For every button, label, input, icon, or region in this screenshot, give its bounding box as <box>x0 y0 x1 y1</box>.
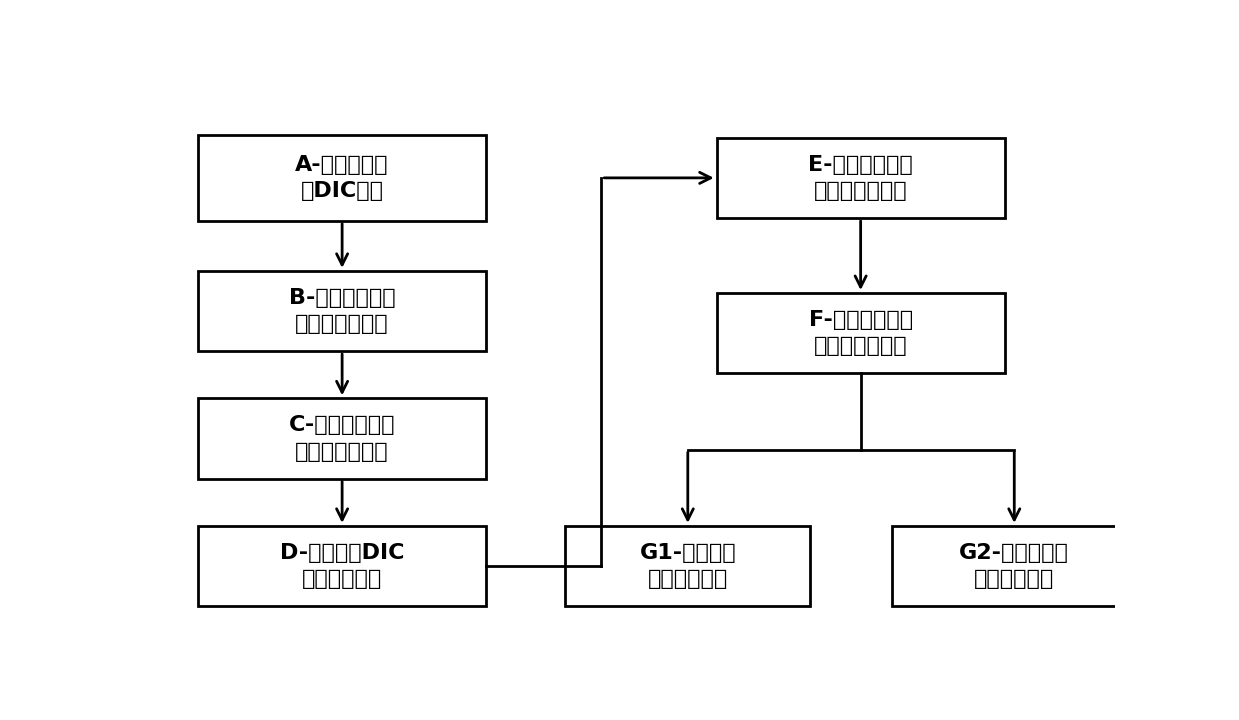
Text: F-获取全历程真
实应力应变曲线: F-获取全历程真 实应力应变曲线 <box>809 310 913 356</box>
Text: A-单轴拉伸材
料DIC试验: A-单轴拉伸材 料DIC试验 <box>295 155 389 201</box>
Text: C-单轴拉伸网格
测量与节点命名: C-单轴拉伸网格 测量与节点命名 <box>289 415 395 462</box>
FancyBboxPatch shape <box>892 526 1136 606</box>
FancyBboxPatch shape <box>198 398 486 479</box>
FancyBboxPatch shape <box>565 526 810 606</box>
FancyBboxPatch shape <box>198 135 486 221</box>
Text: D-单轴拉伸DIC
试验结果输出: D-单轴拉伸DIC 试验结果输出 <box>280 543 404 589</box>
FancyBboxPatch shape <box>716 293 1005 373</box>
Text: G1-获取材料
的局部延伸率: G1-获取材料 的局部延伸率 <box>639 543 736 589</box>
FancyBboxPatch shape <box>716 138 1005 218</box>
Text: B-单轴拉伸试件
网格生成与计算: B-单轴拉伸试件 网格生成与计算 <box>289 288 395 334</box>
FancyBboxPatch shape <box>198 526 486 606</box>
FancyBboxPatch shape <box>198 271 486 351</box>
Text: E-计算并绘制真
实应力应变曲线: E-计算并绘制真 实应力应变曲线 <box>808 155 913 201</box>
Text: G2-获取材料的
标距效应曲线: G2-获取材料的 标距效应曲线 <box>959 543 1069 589</box>
